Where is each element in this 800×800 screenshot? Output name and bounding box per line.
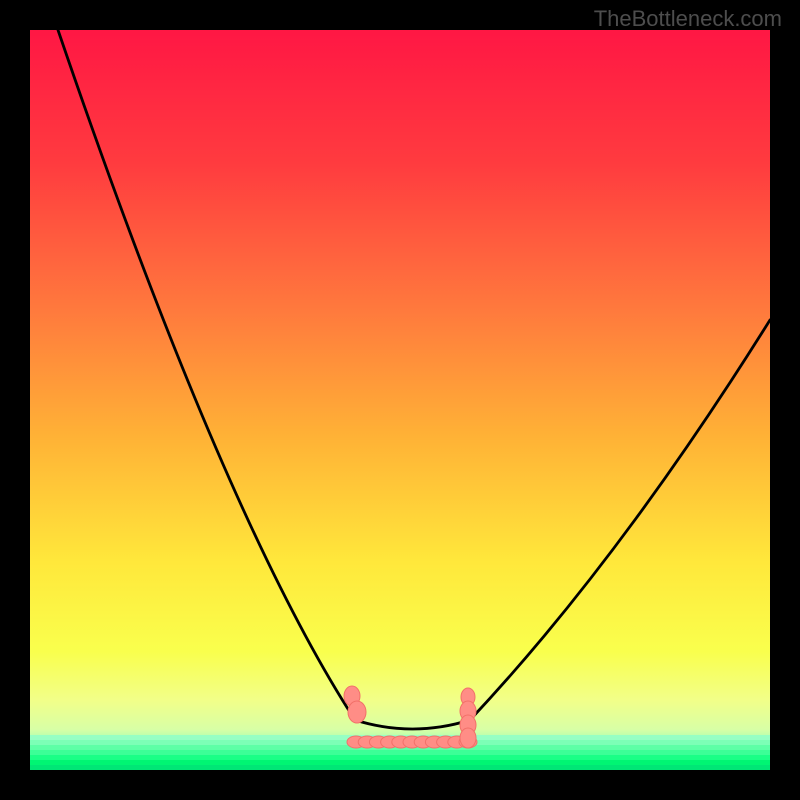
plot-area xyxy=(30,30,770,771)
pink-marker xyxy=(348,701,366,723)
green-band-line xyxy=(30,750,770,756)
green-band-line xyxy=(30,755,770,761)
watermark-text: TheBottleneck.com xyxy=(594,6,782,32)
chart-canvas: TheBottleneck.com xyxy=(0,0,800,800)
pink-marker xyxy=(460,728,476,748)
green-band-line xyxy=(30,765,770,771)
gradient-background xyxy=(30,30,770,770)
chart-svg xyxy=(0,0,800,800)
green-band-line xyxy=(30,760,770,766)
